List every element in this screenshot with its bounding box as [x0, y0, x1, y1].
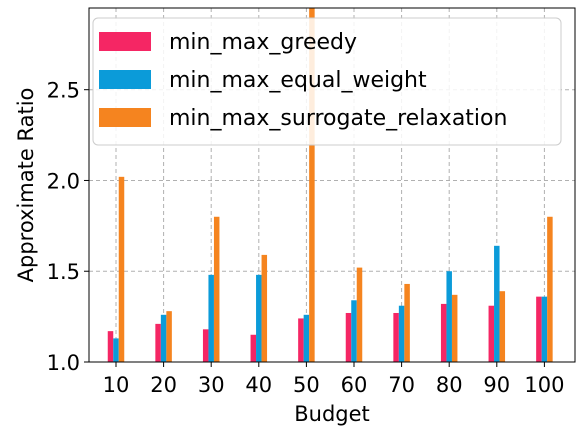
x-tick-label: 60: [341, 373, 368, 397]
x-tick-label: 100: [524, 373, 564, 397]
plot-frame: [88, 7, 576, 363]
x-tick-label: 20: [150, 373, 177, 397]
y-axis-ticks: 1.0 1.5 2.0 2.5: [47, 79, 89, 375]
x-axis-ticks: 10 20 30 40 50 60 70 80 90 100: [103, 362, 564, 397]
x-tick-label: 40: [245, 373, 272, 397]
bar-min-max-greedy-40: [250, 334, 257, 362]
bar-min-max-equal-weight-20: [160, 314, 167, 362]
bar-min-max-equal-weight-40: [256, 274, 262, 362]
bar-min-max-equal-weight-70: [398, 305, 405, 362]
bar-min-max-equal-weight-90: [494, 245, 500, 362]
x-tick-label: 50: [293, 373, 320, 397]
bar-min-max-equal-weight-10: [113, 338, 119, 362]
bar-min-max-greedy-50: [298, 318, 304, 362]
bar-min-max-equal-weight-80: [446, 271, 452, 362]
bar-min-max-greedy-70: [393, 312, 399, 362]
bar-min-max-equal-weight-60: [351, 300, 357, 362]
legend-swatch: [99, 32, 151, 51]
bar-min-max-surrogate-relaxation-90: [499, 291, 506, 362]
x-tick-label: 30: [198, 373, 225, 397]
bar-min-max-greedy-60: [345, 312, 352, 362]
y-axis-label: Approximate Ratio: [14, 88, 38, 283]
legend-label: min_max_greedy: [169, 30, 357, 55]
bar-min-max-greedy-30: [202, 329, 209, 362]
bar-min-max-surrogate-relaxation-50: [309, 8, 315, 362]
legend-label: min_max_equal_weight: [169, 68, 427, 93]
bar-min-max-surrogate-relaxation-100: [547, 216, 553, 362]
y-tick-label: 1.5: [47, 260, 80, 284]
x-tick-label: 90: [483, 373, 510, 397]
legend-box: [92, 17, 562, 146]
bar-min-max-greedy-20: [155, 323, 161, 362]
x-tick-label: 80: [436, 373, 463, 397]
bar-min-max-surrogate-relaxation-70: [404, 283, 410, 362]
bar-min-max-greedy-80: [440, 303, 447, 362]
bars: [107, 8, 553, 362]
bar-min-max-equal-weight-50: [303, 314, 310, 362]
legend-swatch: [99, 70, 151, 89]
bar-min-max-surrogate-relaxation-20: [166, 311, 172, 362]
bar-min-max-equal-weight-100: [541, 296, 548, 362]
bar-min-max-greedy-90: [488, 305, 495, 362]
bar-min-max-greedy-100: [536, 296, 542, 362]
bar-min-max-surrogate-relaxation-10: [118, 176, 125, 362]
bar-min-max-surrogate-relaxation-60: [356, 267, 363, 362]
y-tick-label: 1.0: [47, 351, 80, 375]
y-tick-label: 2.5: [47, 79, 80, 103]
bar-min-max-greedy-10: [107, 331, 114, 362]
x-axis-label: Budget: [294, 402, 370, 426]
bar-min-max-surrogate-relaxation-30: [213, 216, 220, 362]
legend: min_max_greedy min_max_equal_weight min_ma…: [92, 17, 562, 146]
legend-swatch: [99, 108, 151, 127]
legend-label: min_max_surrogate_relaxation: [169, 106, 507, 131]
bar-min-max-equal-weight-30: [208, 274, 214, 362]
x-tick-label: 70: [388, 373, 415, 397]
bar-min-max-surrogate-relaxation-80: [451, 294, 458, 362]
y-tick-label: 2.0: [47, 169, 80, 193]
x-tick-label: 10: [103, 373, 130, 397]
bar-min-max-surrogate-relaxation-40: [261, 254, 268, 362]
